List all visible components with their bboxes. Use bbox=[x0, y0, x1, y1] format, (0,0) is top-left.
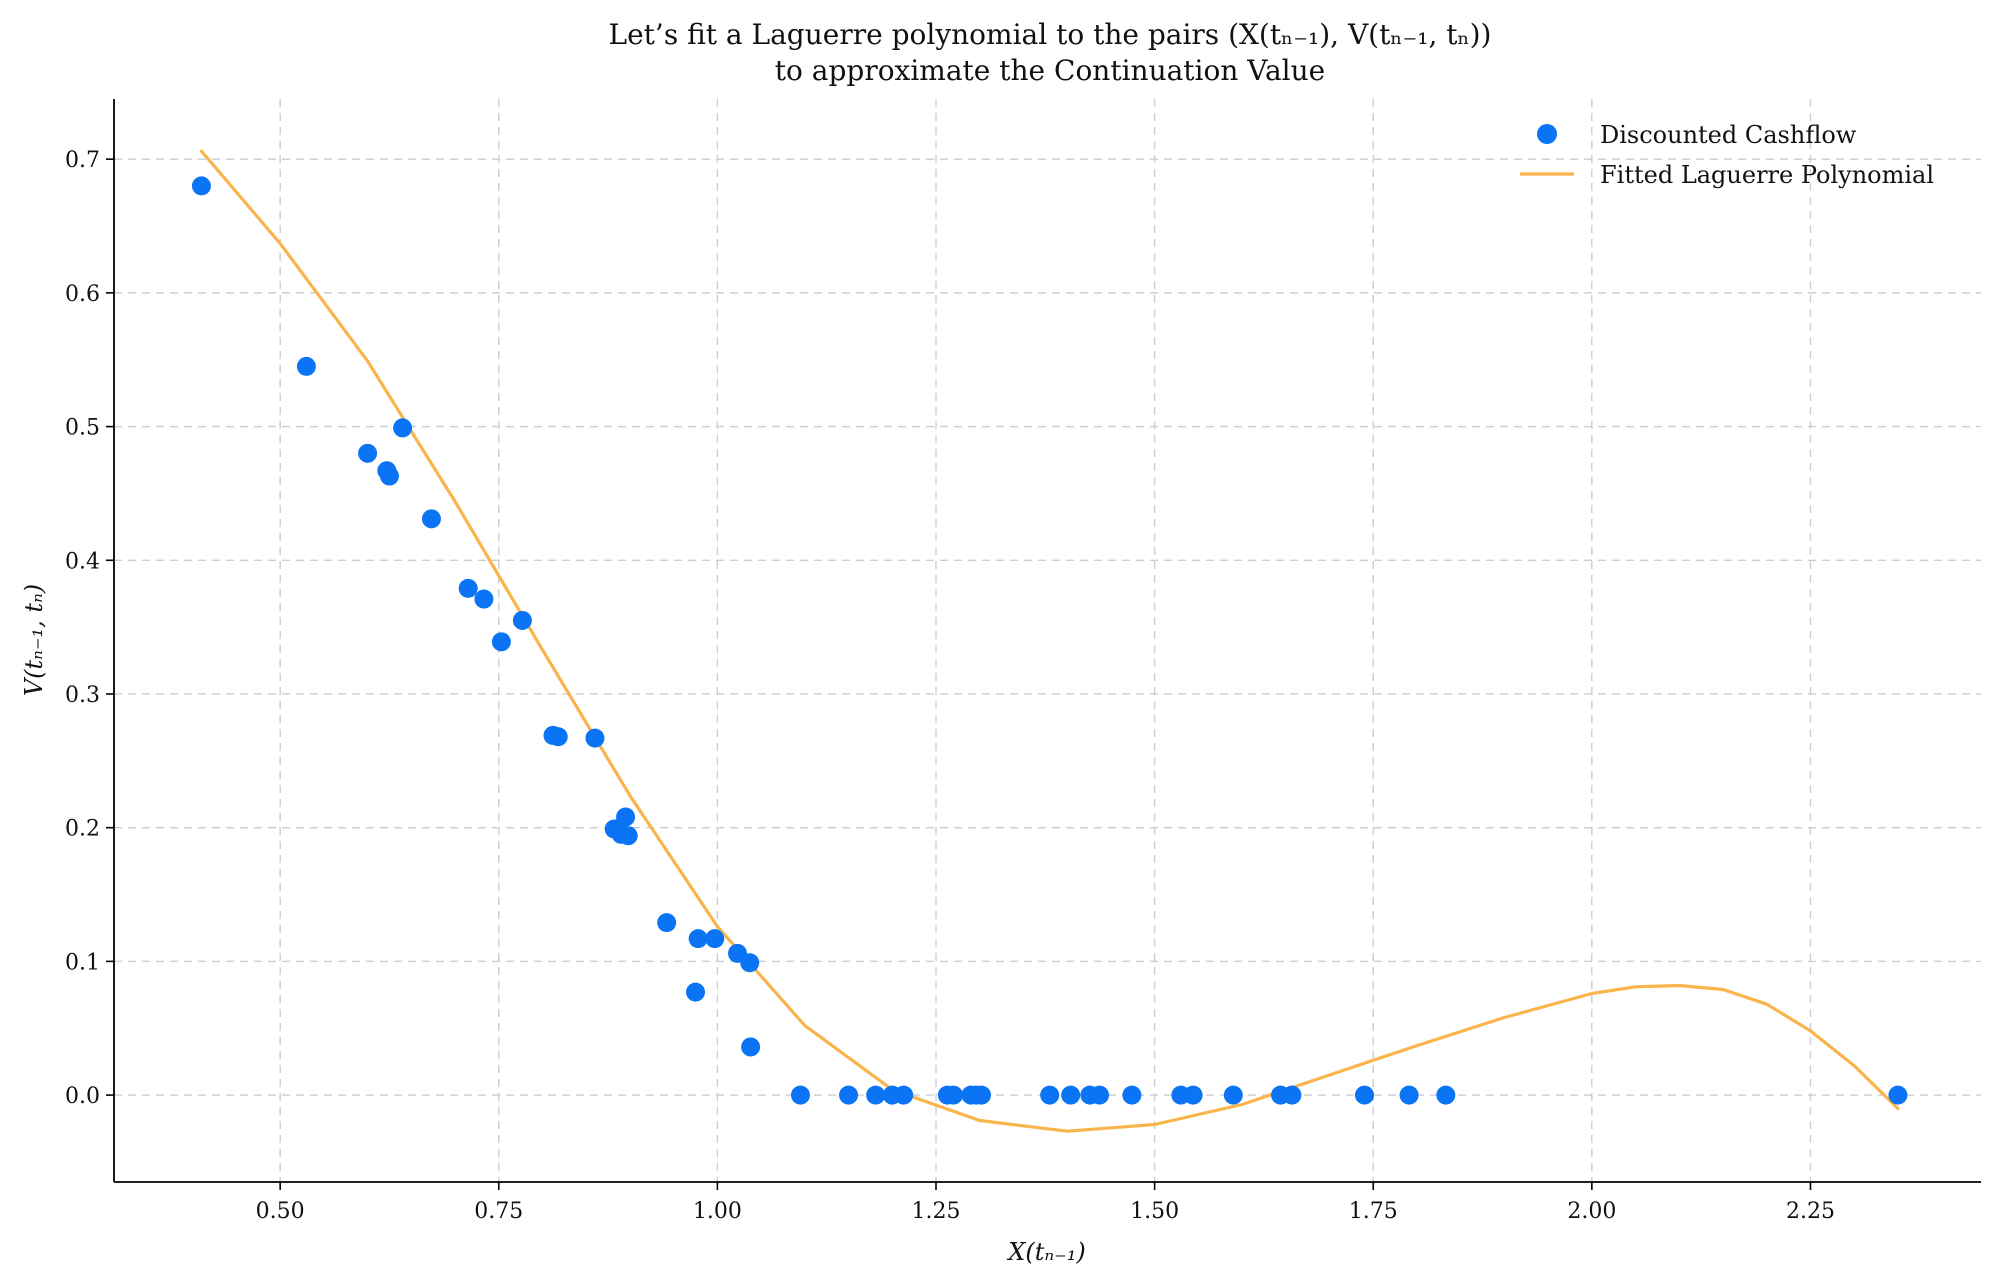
y-tick-label: 0.0 bbox=[65, 1084, 100, 1109]
data-point bbox=[1061, 1085, 1081, 1105]
x-tick-label: 2.00 bbox=[1567, 1199, 1616, 1224]
y-tick-label: 0.2 bbox=[65, 817, 100, 842]
data-point bbox=[971, 1085, 991, 1105]
data-point bbox=[688, 929, 708, 949]
data-point bbox=[421, 509, 441, 529]
legend-scatter-marker bbox=[1537, 124, 1557, 144]
data-point bbox=[866, 1085, 886, 1105]
data-point bbox=[548, 727, 568, 747]
data-point bbox=[191, 176, 211, 196]
data-point bbox=[618, 826, 638, 846]
data-point bbox=[740, 953, 760, 973]
x-tick-label: 1.25 bbox=[912, 1199, 961, 1224]
legend: Discounted Cashflow Fitted Laguerre Poly… bbox=[1520, 121, 1934, 189]
data-point bbox=[393, 418, 413, 438]
data-point bbox=[657, 913, 677, 933]
y-tick-label: 0.1 bbox=[65, 950, 100, 975]
y-axis-label: V(tₙ₋₁, tₙ) bbox=[20, 584, 48, 696]
x-tick-label: 0.75 bbox=[474, 1199, 523, 1224]
data-point bbox=[686, 982, 706, 1002]
data-point bbox=[1399, 1085, 1419, 1105]
grid-lines bbox=[114, 99, 1981, 1182]
data-point bbox=[491, 632, 511, 652]
chart-title-line-2: to approximate the Continuation Value bbox=[775, 54, 1325, 87]
data-point bbox=[1354, 1085, 1374, 1105]
legend-label-fitted-laguerre-polynomial: Fitted Laguerre Polynomial bbox=[1600, 161, 1934, 189]
y-tick-label: 0.6 bbox=[65, 282, 100, 307]
x-axis-ticks: 0.50 0.75 1.00 1.25 1.50 1.75 2.00 2.25 bbox=[256, 1182, 1835, 1224]
y-tick-label: 0.7 bbox=[65, 148, 100, 173]
data-point bbox=[1122, 1085, 1142, 1105]
data-point bbox=[943, 1085, 963, 1105]
data-point bbox=[616, 807, 636, 827]
data-point bbox=[1888, 1085, 1908, 1105]
legend-label-discounted-cashflow: Discounted Cashflow bbox=[1600, 121, 1857, 149]
data-point bbox=[1040, 1085, 1060, 1105]
data-point bbox=[1183, 1085, 1203, 1105]
data-point bbox=[705, 929, 725, 949]
data-point bbox=[1090, 1085, 1110, 1105]
y-axis-ticks: 0.0 0.1 0.2 0.3 0.4 0.5 0.6 0.7 bbox=[65, 148, 114, 1109]
data-point bbox=[296, 356, 316, 376]
y-tick-label: 0.4 bbox=[65, 549, 100, 574]
data-point bbox=[790, 1085, 810, 1105]
discounted-cashflow-points bbox=[191, 176, 1908, 1105]
y-tick-label: 0.3 bbox=[65, 683, 100, 708]
data-point bbox=[894, 1085, 914, 1105]
x-axis-label: X(tₙ₋₁) bbox=[1006, 1238, 1085, 1266]
y-tick-label: 0.5 bbox=[65, 416, 100, 441]
data-point bbox=[839, 1085, 859, 1105]
x-tick-label: 0.50 bbox=[256, 1199, 305, 1224]
fitted-laguerre-polynomial-line bbox=[199, 149, 1900, 1133]
data-point bbox=[1282, 1085, 1302, 1105]
x-tick-label: 1.50 bbox=[1130, 1199, 1179, 1224]
data-point bbox=[379, 466, 399, 486]
data-point bbox=[1436, 1085, 1456, 1105]
x-tick-label: 2.25 bbox=[1786, 1199, 1835, 1224]
data-point bbox=[1223, 1085, 1243, 1105]
data-point bbox=[512, 610, 532, 630]
x-tick-label: 1.00 bbox=[693, 1199, 742, 1224]
data-point bbox=[741, 1037, 761, 1057]
data-point bbox=[358, 443, 378, 463]
x-tick-label: 1.75 bbox=[1349, 1199, 1398, 1224]
data-point bbox=[585, 728, 605, 748]
data-point bbox=[458, 578, 478, 598]
data-point bbox=[474, 589, 494, 609]
chart-title-line-1: Let’s fit a Laguerre polynomial to the p… bbox=[609, 18, 1492, 51]
